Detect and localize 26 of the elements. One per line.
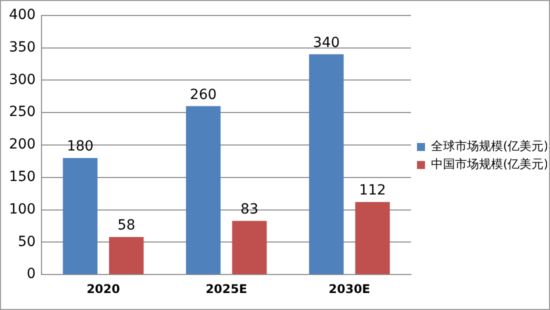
y-tick-label: 300 [8, 72, 36, 88]
data-label: 83 [240, 201, 258, 218]
x-tick-label: 2025E [206, 282, 248, 296]
bar [62, 158, 98, 274]
y-tick-label: 200 [8, 136, 36, 153]
y-tick-label: 400 [8, 7, 36, 24]
data-label: 112 [359, 182, 386, 199]
legend-label: 全球市场规模(亿美元) [431, 139, 548, 154]
bar [109, 237, 144, 274]
x-tick-label: 2020 [86, 282, 120, 296]
bar [309, 54, 344, 274]
bar [186, 106, 221, 274]
y-tick-label: 0 [26, 266, 36, 282]
data-label: 340 [313, 34, 340, 51]
legend-label: 中国市场规模(亿美元) [431, 157, 548, 172]
y-tick-label: 50 [18, 234, 36, 250]
y-tick-label: 150 [8, 169, 36, 186]
y-tick-label: 250 [8, 104, 36, 120]
data-label: 58 [117, 218, 136, 234]
bar [355, 202, 390, 274]
y-tick-label: 100 [8, 201, 36, 218]
bar [232, 220, 267, 274]
x-tick-label: 2030E [328, 282, 370, 296]
y-tick-label: 350 [8, 39, 36, 56]
data-label: 260 [190, 86, 217, 103]
data-label: 180 [66, 138, 94, 155]
